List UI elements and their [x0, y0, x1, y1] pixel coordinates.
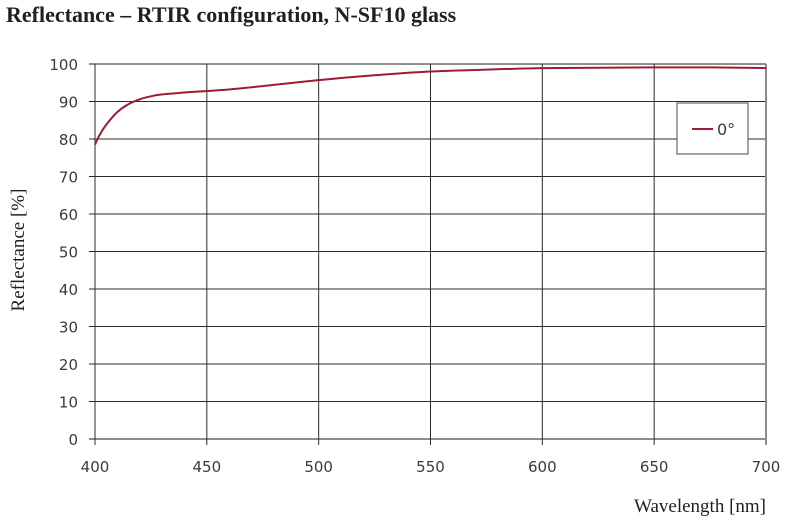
y-tick-label: 100 — [49, 56, 78, 74]
y-tick-label: 20 — [59, 356, 78, 374]
x-tick-label: 600 — [528, 458, 557, 476]
legend: 0° — [676, 102, 749, 155]
y-tick-label: 90 — [59, 94, 78, 112]
x-tick-label: 450 — [193, 458, 222, 476]
x-tick-label: 400 — [81, 458, 110, 476]
legend-label: 0° — [717, 120, 735, 139]
y-tick-label: 0 — [68, 431, 78, 449]
x-axis-label: Wavelength [nm] — [634, 496, 766, 517]
x-tick-label: 550 — [416, 458, 445, 476]
y-tick-label: 30 — [59, 319, 78, 337]
y-tick-label: 80 — [59, 131, 78, 149]
x-tick-label: 500 — [304, 458, 333, 476]
chart-title: Reflectance – RTIR configuration, N-SF10… — [6, 2, 457, 27]
grid-lines — [89, 63, 767, 445]
y-tick-label: 50 — [59, 244, 78, 262]
x-tick-label: 650 — [640, 458, 669, 476]
series-line-0deg — [94, 66, 767, 146]
y-tick-label: 60 — [59, 206, 78, 224]
y-axis-label: Reflectance [%] — [8, 189, 29, 312]
x-axis-ticks: 400 450 500 550 600 650 700 — [81, 458, 781, 476]
y-tick-label: 40 — [59, 281, 78, 299]
y-tick-label: 70 — [59, 169, 78, 187]
x-tick-label: 700 — [752, 458, 781, 476]
y-axis-ticks: 0 10 20 30 40 50 60 70 80 90 100 — [49, 56, 78, 449]
y-tick-label: 10 — [59, 394, 78, 412]
